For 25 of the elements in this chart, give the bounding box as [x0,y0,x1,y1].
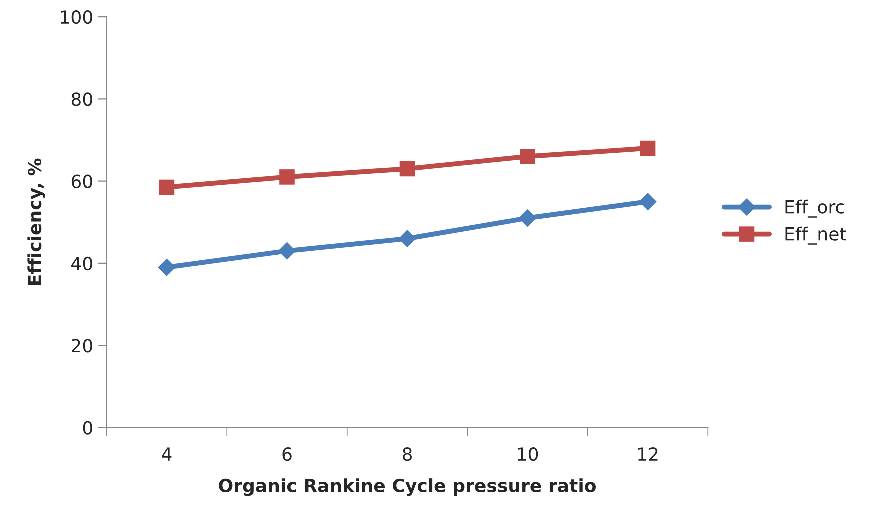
y-axis-title: Efficiency, % [28,158,46,286]
y-tick-label: 80 [72,92,92,106]
x-tick-label: 6 [282,448,292,462]
point [280,170,295,185]
point [278,242,296,260]
y-tick-label: 0 [83,421,92,435]
y-tick-label: 40 [72,256,92,271]
x-tick-label: 4 [162,448,172,461]
x-axis-title: Organic Rankine Cycle pressure ratio [219,478,596,496]
y-tick-label: 20 [72,339,92,353]
point [518,209,537,228]
x-tick-label: 10 [518,448,538,462]
x-tick-label: 12 [638,448,658,461]
point [520,149,536,164]
point [158,258,176,276]
legend-label: Eff_orc [786,200,844,218]
point [159,180,175,196]
y-tick-label: 60 [72,174,92,188]
point [639,193,657,211]
y-tick-label: 100 [61,10,92,24]
legend-label: Eff_net [786,226,846,245]
point [400,161,416,177]
x-tick-label: 8 [402,448,412,462]
point [640,140,656,156]
point [398,230,416,248]
